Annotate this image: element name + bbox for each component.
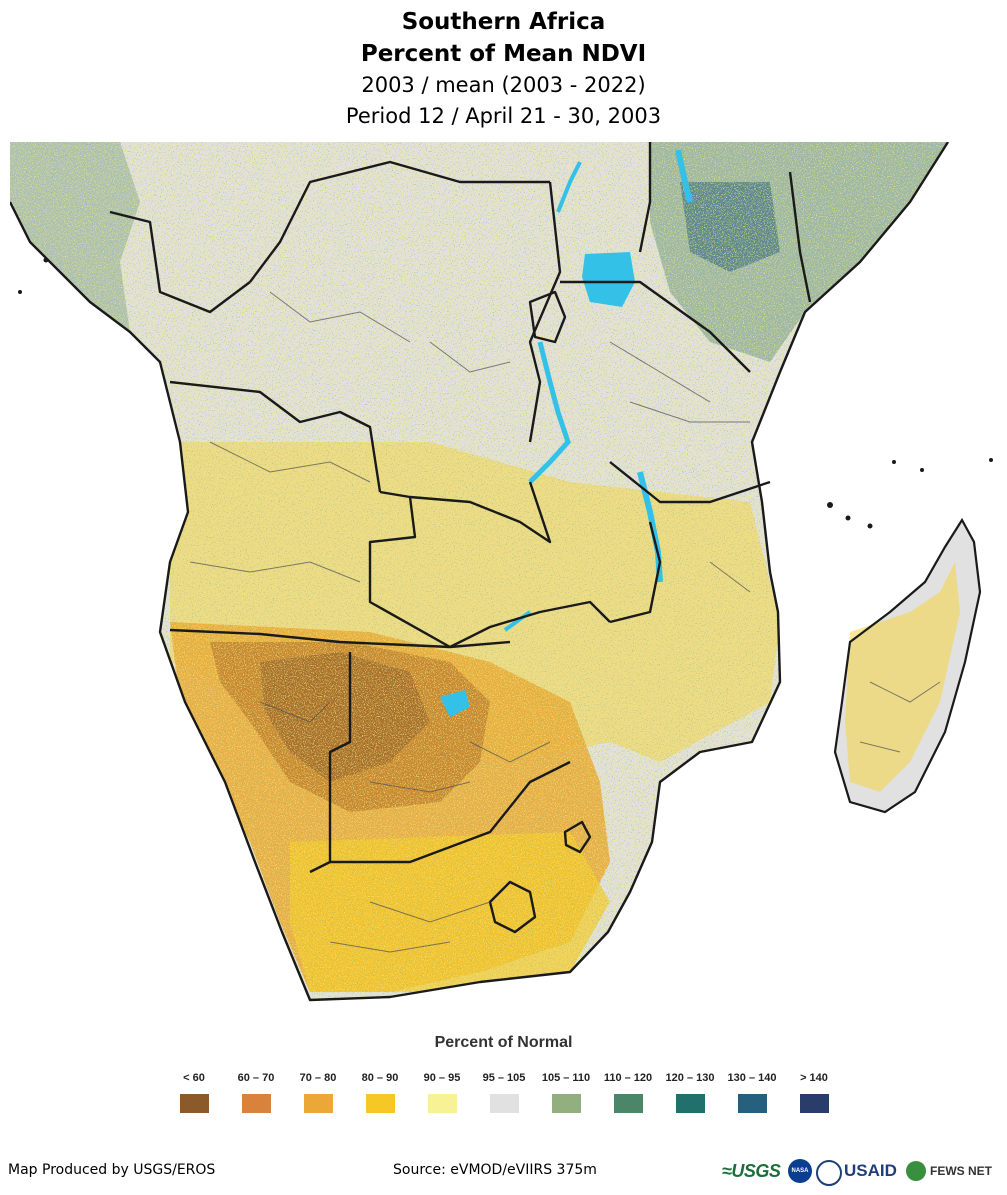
border-angola-drc xyxy=(169,380,382,493)
border-kenya-somalia xyxy=(788,171,812,303)
madagascar xyxy=(833,517,982,814)
legend-item: 110 – 120 xyxy=(598,1070,658,1113)
legend-item-label: 110 – 120 xyxy=(603,1072,653,1084)
lesotho-outline xyxy=(488,880,537,934)
footer-credit: Map Produced by USGS/EROS xyxy=(8,1162,216,1178)
legend-item-label: 130 – 140 xyxy=(727,1072,777,1084)
legend-swatch xyxy=(241,1094,271,1113)
legend-item-label: 120 – 130 xyxy=(665,1072,715,1084)
legend-item-label: 60 – 70 xyxy=(237,1072,275,1084)
legend-swatch xyxy=(675,1094,705,1113)
legend-swatch xyxy=(303,1094,333,1113)
border-botswana-south xyxy=(330,760,571,864)
lake-turkana xyxy=(675,149,693,203)
madagascar-outline xyxy=(833,517,982,814)
border-drc-zambia xyxy=(409,481,552,544)
legend-item: 130 – 140 xyxy=(722,1070,782,1113)
map-title-block: Southern Africa Percent of Mean NDVI 200… xyxy=(0,6,1007,132)
legend-item-label: 105 – 110 xyxy=(541,1072,591,1084)
legend-item: > 140 xyxy=(784,1070,844,1113)
legend-swatch xyxy=(365,1094,395,1113)
map-period-range: 2003 / mean (2003 - 2022) xyxy=(361,73,646,97)
fews-net-logo: FEWS NET xyxy=(930,1164,992,1178)
usgs-logo: ≈USGS xyxy=(722,1160,781,1181)
legend-item: 95 – 105 xyxy=(474,1070,534,1113)
rwanda-burundi-outline xyxy=(528,290,567,344)
legend-swatch xyxy=(613,1094,643,1113)
border-angola-namibia xyxy=(169,628,511,649)
border-car-drc xyxy=(249,160,550,283)
legend-swatch xyxy=(799,1094,829,1113)
legend-item: < 60 xyxy=(164,1070,224,1113)
admin-borders xyxy=(189,291,941,953)
legend-title: Percent of Normal xyxy=(434,1034,573,1051)
map-subtitle: Percent of Mean NDVI xyxy=(360,41,647,67)
department-seal-logo xyxy=(816,1160,842,1186)
lake-tanganyika xyxy=(528,341,571,484)
nasa-logo: NASA xyxy=(788,1159,812,1183)
legend-item-label: > 140 xyxy=(800,1072,828,1084)
legend-item-label: 70 – 80 xyxy=(299,1072,337,1084)
okavango-delta xyxy=(440,690,470,717)
border-tanzania-north xyxy=(560,280,751,373)
legend-item: 80 – 90 xyxy=(350,1070,410,1113)
border-congo-gabon xyxy=(109,210,251,314)
legend-swatch xyxy=(179,1094,209,1113)
legend-item: 60 – 70 xyxy=(226,1070,286,1113)
legend-swatch xyxy=(737,1094,767,1113)
legend-item: 120 – 130 xyxy=(660,1070,720,1113)
legend-item: 70 – 80 xyxy=(288,1070,348,1113)
border-mozambique-zimbabwe xyxy=(609,521,662,624)
country-borders xyxy=(10,142,950,1002)
mainland xyxy=(10,142,948,1000)
ndvi-map xyxy=(10,142,1000,1012)
eswatini-outline xyxy=(563,820,592,854)
islands xyxy=(18,257,993,529)
legend-swatch xyxy=(551,1094,581,1113)
legend-swatch xyxy=(489,1094,519,1113)
legend-item: 90 – 95 xyxy=(412,1070,472,1113)
footer-source: Source: eVMOD/eVIIRS 375m xyxy=(393,1162,597,1178)
water-bodies xyxy=(440,149,693,717)
legend-item-label: < 60 xyxy=(183,1072,205,1084)
lake-albert xyxy=(556,161,582,213)
border-drc-east xyxy=(528,181,562,443)
border-zambia-zimbabwe xyxy=(449,600,611,649)
fews-globe-icon xyxy=(906,1161,926,1181)
legend-item-label: 80 – 90 xyxy=(361,1072,399,1084)
border-namibia-botswana xyxy=(309,652,352,874)
legend-item-label: 90 – 95 xyxy=(423,1072,461,1084)
map-period-dates: Period 12 / April 21 - 30, 2003 xyxy=(345,104,662,128)
border-tanzania-moz xyxy=(609,461,771,504)
madagascar-yellow xyxy=(845,562,960,792)
logo-bar: ≈USGS NASA USAID FEWS NET xyxy=(722,1157,1002,1186)
lake-victoria xyxy=(582,252,635,307)
legend-item: 105 – 110 xyxy=(536,1070,596,1113)
usaid-logo: USAID xyxy=(844,1161,897,1180)
map-title: Southern Africa xyxy=(401,9,606,35)
map-svg xyxy=(10,142,993,1002)
legend-swatch xyxy=(427,1094,457,1113)
border-angola-zambia xyxy=(368,490,451,649)
border-uganda-kenya xyxy=(638,142,652,253)
mainland-coastline xyxy=(10,142,950,1002)
legend-item-label: 95 – 105 xyxy=(482,1072,526,1084)
